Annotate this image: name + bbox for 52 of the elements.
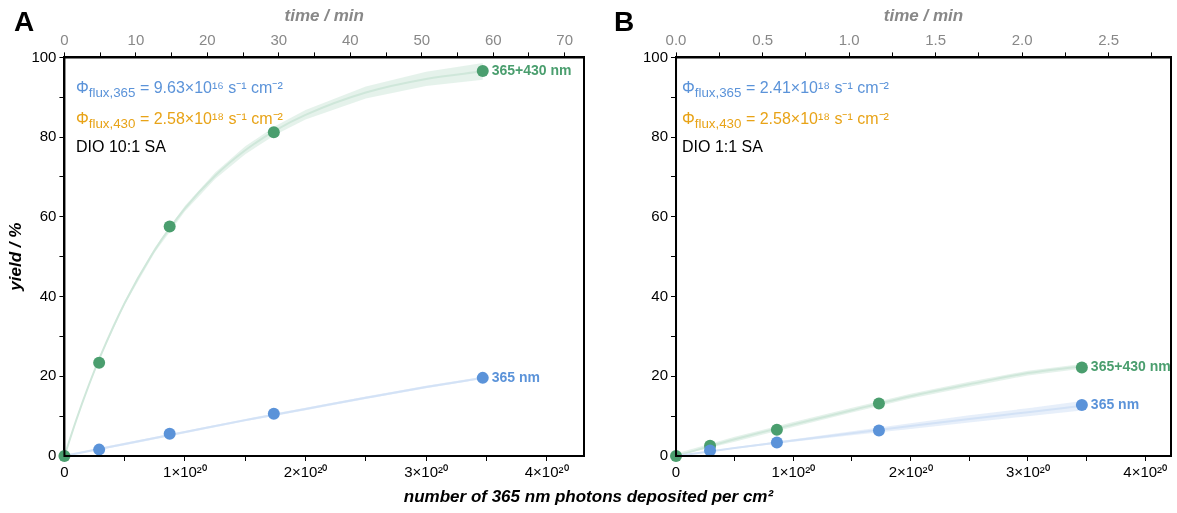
y-tick-label: 0 [48, 446, 57, 464]
series-label: 365 nm [491, 368, 540, 385]
x2-tick-label: 40 [341, 30, 359, 48]
x-tick-label: 4×10²⁰ [524, 463, 569, 481]
x2-axis-title: time / min [284, 5, 364, 25]
y-tick-label: 100 [643, 47, 669, 65]
x-tick-label: 1×10²⁰ [771, 463, 816, 481]
annotation: Φ$_{flux,365}$ = 2.41×10¹⁸ s⁻¹ cm⁻² [682, 78, 889, 101]
chart-title: A [14, 6, 35, 38]
x2-tick-label: 2.0 [1011, 30, 1033, 48]
x-tick-label: 0 [671, 463, 681, 481]
series-label: 365+430 nm [491, 61, 572, 78]
y-tick-label: 40 [39, 286, 57, 304]
y-tick-label: 80 [651, 127, 669, 145]
y-tick-label: 40 [651, 286, 669, 304]
series-label: 365 nm [1090, 395, 1140, 412]
x2-tick-label: 2.5 [1098, 30, 1120, 48]
annotation: Φ$_{flux,365}$ = 9.63×10¹⁶ s⁻¹ cm⁻² [76, 78, 283, 101]
chart-title: B [614, 6, 635, 38]
y-tick-label: 60 [39, 206, 57, 224]
x2-tick-label: 30 [270, 30, 288, 48]
x2-tick-label: 0 [60, 30, 69, 48]
x-tick-label: 1×10²⁰ [163, 463, 207, 481]
x-tick-label: 3×10²⁰ [404, 463, 448, 481]
y-tick-label: 20 [651, 366, 669, 384]
x2-tick-label: 60 [484, 30, 502, 48]
x2-tick-label: 1.5 [925, 30, 947, 48]
y-axis-title: yield / % [5, 222, 25, 292]
annotation: Φ$_{flux,430}$ = 2.58×10¹⁸ s⁻¹ cm⁻² [76, 109, 283, 132]
x-tick-label: 2×10²⁰ [283, 463, 328, 481]
y-tick-label: 80 [39, 127, 57, 145]
annotation: DIO 10:1 SA [76, 138, 166, 156]
x-axis-title: number of 365 nm photons deposited per cm² [402, 487, 775, 507]
x2-tick-label: 10 [127, 30, 145, 48]
x2-tick-label: 0.5 [752, 30, 773, 48]
x2-tick-label: 70 [556, 30, 574, 48]
x-tick-label: 4×10²⁰ [1123, 463, 1168, 481]
x2-tick-label: 20 [199, 30, 216, 48]
series-label: 365+430 nm [1090, 358, 1171, 375]
x2-tick-label: 0.0 [665, 30, 687, 48]
y-tick-label: 100 [31, 47, 57, 65]
annotation: Φ$_{flux,430}$ = 2.58×10¹⁸ s⁻¹ cm⁻² [682, 109, 889, 132]
x-tick-label: 3×10²⁰ [1006, 463, 1050, 481]
y-tick-label: 20 [39, 366, 57, 384]
x2-tick-label: 1.0 [838, 30, 860, 48]
x2-tick-label: 50 [413, 30, 431, 48]
x2-axis-title: time / min [883, 5, 964, 25]
annotation: DIO 1:1 SA [682, 138, 763, 156]
y-tick-label: 60 [651, 206, 669, 224]
x-tick-label: 2×10²⁰ [888, 463, 933, 481]
y-tick-label: 0 [659, 446, 669, 464]
x-tick-label: 0 [60, 463, 69, 481]
